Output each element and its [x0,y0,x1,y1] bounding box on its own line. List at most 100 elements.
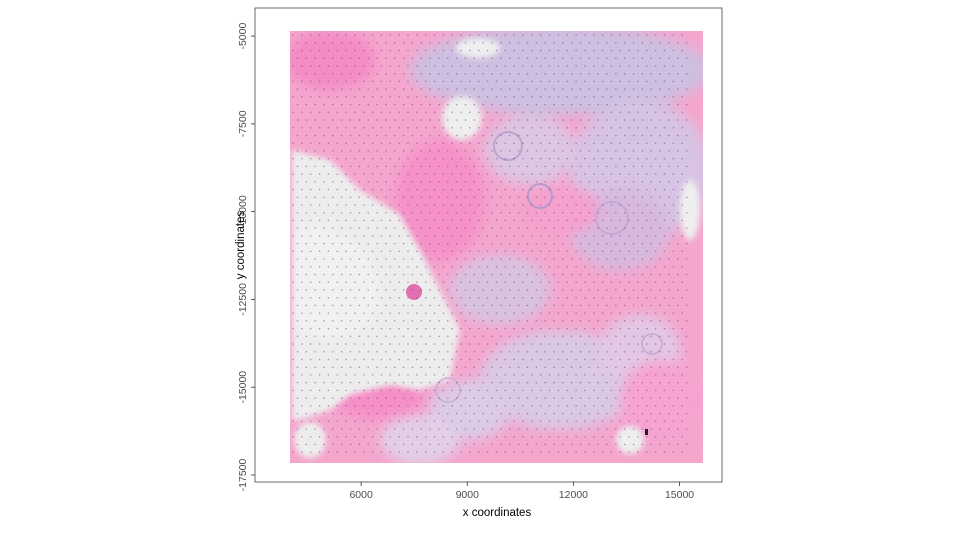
spot-point [393,211,396,214]
spot-point [380,343,383,345]
spot-point [566,111,568,114]
spot-point [672,142,675,144]
spot-point [323,258,325,260]
spot-point [478,358,480,361]
spot-point [637,451,639,453]
spot-point [628,312,630,314]
spot-point [677,381,679,384]
spot-point [451,219,453,222]
spot-point [473,381,476,384]
spot-point [659,428,661,430]
spot-point [442,389,445,392]
spot-point [469,219,471,222]
spot-point [588,412,591,415]
spot-point [464,134,467,137]
spot-point [588,227,591,229]
spot-point [504,435,507,438]
spot-point [500,412,502,415]
spot-point [433,65,436,67]
spot-point [615,42,617,44]
spot-point [575,296,577,299]
spot-point [654,142,657,144]
spot-point [323,320,325,322]
spot-point [305,320,308,322]
spot-point [557,235,560,237]
spot-point [318,420,321,423]
spot-point [685,196,688,198]
spot-point [296,350,299,353]
spot-point [491,103,493,106]
spot-point [305,273,308,276]
spot-point [606,366,608,368]
spot-point [301,435,303,438]
spot-point [619,49,622,52]
spot-point [407,250,409,253]
spot-point [548,173,551,175]
spot-point [641,165,644,168]
spot-point [296,211,299,214]
spot-point [677,181,679,183]
spot-point [340,443,343,446]
spot-point [562,242,564,245]
spot-point [654,343,657,345]
spot-point [296,258,299,260]
spot-point [340,72,343,75]
spot-point [544,304,546,307]
spot-point [429,273,431,276]
spot-point [460,49,462,52]
spot-point [318,111,321,114]
spot-point [597,273,599,276]
spot-point [482,42,484,44]
y-tick-label: -10000 [237,195,249,228]
spot-point [327,405,330,407]
spot-point [367,428,369,430]
spot-point [424,420,427,423]
spot-point [623,428,626,430]
spot-point [486,65,489,67]
spot-point [531,358,533,361]
y-axis: -5000-7500-10000-12500-15000-17500 [237,23,255,491]
spot-point [402,381,405,384]
spot-point [504,281,507,283]
spot-point [557,111,560,114]
spot-point [447,150,449,152]
spot-point [380,327,383,330]
spot-point [464,57,467,59]
spot-point [340,211,343,214]
spot-point [292,126,294,129]
spot-point [301,80,303,83]
spot-point [296,165,299,168]
spot-point [557,281,560,283]
spot-point [539,157,542,160]
spot-point [314,443,316,446]
spot-point [416,173,418,175]
spot-point [358,88,361,90]
spot-point [654,34,657,36]
spot-point [601,126,604,129]
spot-point [358,196,361,198]
spot-point [513,343,515,345]
spot-point [460,358,462,361]
spot-point [641,258,644,260]
spot-point [402,335,405,338]
spot-point [641,335,644,338]
spot-point [637,358,639,361]
spot-point [495,374,498,376]
spot-point [433,327,436,330]
spot-point [407,65,409,67]
spot-point [570,289,573,291]
spot-point [500,165,502,168]
spot-point [544,134,546,137]
spot-point [371,374,374,376]
spot-point [482,412,484,415]
spot-point [433,219,436,222]
spot-point [398,157,400,160]
spot-point [615,428,617,430]
spot-point [526,304,529,307]
spot-point [575,451,577,453]
spot-point [389,34,392,36]
spot-point [464,428,467,430]
spot-point [632,350,635,353]
spot-point [504,389,507,392]
spot-point [659,88,661,90]
